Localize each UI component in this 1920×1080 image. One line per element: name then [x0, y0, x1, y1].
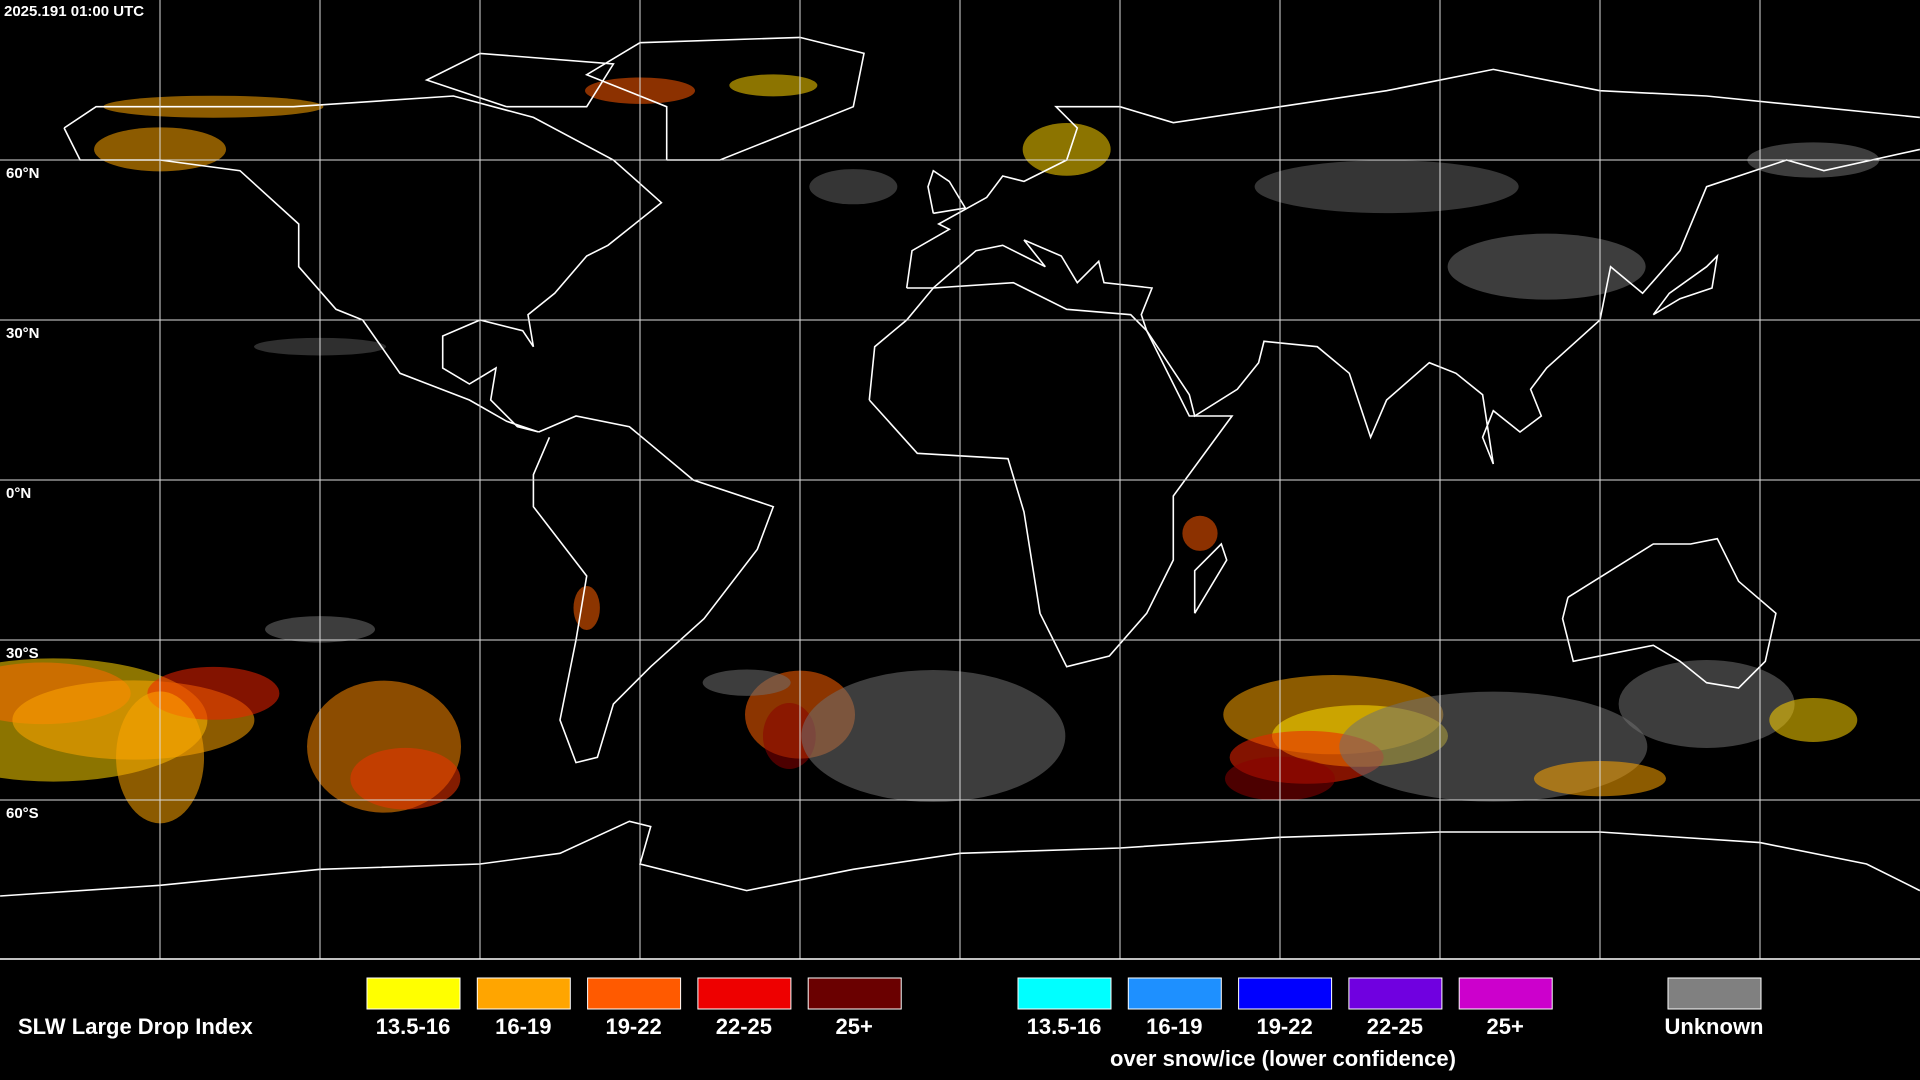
cloud-patch: [729, 74, 818, 97]
legend-label: 19-22: [1256, 1014, 1312, 1039]
legend-label: 16-19: [1146, 1014, 1202, 1039]
cloud-field: [0, 74, 1880, 824]
legend-swatch: [366, 977, 461, 1010]
legend-swatch: [697, 977, 792, 1010]
legend-swatch: [1458, 977, 1553, 1010]
legend-label: 16-19: [495, 1014, 551, 1039]
cloud-patch: [1618, 659, 1795, 748]
legend-swatch: [1348, 977, 1443, 1010]
coastline: [63, 95, 663, 433]
timestamp: 2025.191 01:00 UTC: [4, 3, 144, 20]
lat-label: 60°N: [6, 165, 40, 182]
cloud-patch: [1254, 160, 1519, 214]
lat-labels: 60°N 30°N 0°N 30°S 60°S: [6, 165, 40, 822]
cloud-patch: [1769, 697, 1858, 742]
legend-label: 13.5-16: [376, 1014, 451, 1039]
legend-label: 25+: [1487, 1014, 1524, 1039]
cloud-patch: [809, 169, 898, 205]
legend: 13.5-16 16-19 19-22 22-25 25+ 13.5-16 16-19 19-…: [366, 977, 1764, 1039]
legend-label: 19-22: [605, 1014, 661, 1039]
coastline: [1652, 253, 1719, 316]
coastline: [532, 415, 775, 764]
coastline: [868, 281, 1234, 668]
cloud-patch: [762, 702, 816, 769]
cloud-patch: [1182, 515, 1218, 551]
legend-label: 25+: [836, 1014, 873, 1039]
legend-label: 22-25: [716, 1014, 772, 1039]
graticule: [0, 0, 1920, 959]
cloud-patch: [801, 669, 1066, 802]
cloud-patch: [702, 669, 791, 696]
coastline: [906, 148, 1920, 465]
legend-label: 22-25: [1367, 1014, 1423, 1039]
legend-swatch: [1127, 977, 1222, 1010]
coastline: [424, 52, 615, 108]
legend-label: 13.5-16: [1027, 1014, 1102, 1039]
lat-label: 30°N: [6, 325, 40, 342]
coastline: [1193, 542, 1228, 614]
legend-title: SLW Large Drop Index: [18, 1014, 253, 1039]
lat-label: 60°S: [6, 805, 39, 822]
lat-label: 0°N: [6, 485, 31, 502]
cloud-patch: [573, 585, 600, 630]
legend-label: Unknown: [1665, 1014, 1764, 1039]
legend-swatch: [807, 977, 902, 1010]
legend-swatch: [587, 977, 682, 1010]
legend-swatch: [1238, 977, 1333, 1010]
legend-swatch: [1667, 977, 1762, 1010]
cloud-patch: [350, 747, 461, 810]
cloud-patch: [1022, 122, 1111, 176]
legend-swatch: [1017, 977, 1112, 1010]
lat-label: 30°S: [6, 645, 39, 662]
legend-swatch: [476, 977, 571, 1010]
legend-note: over snow/ice (lower confidence): [1110, 1046, 1456, 1071]
cloud-patch: [1447, 233, 1646, 300]
